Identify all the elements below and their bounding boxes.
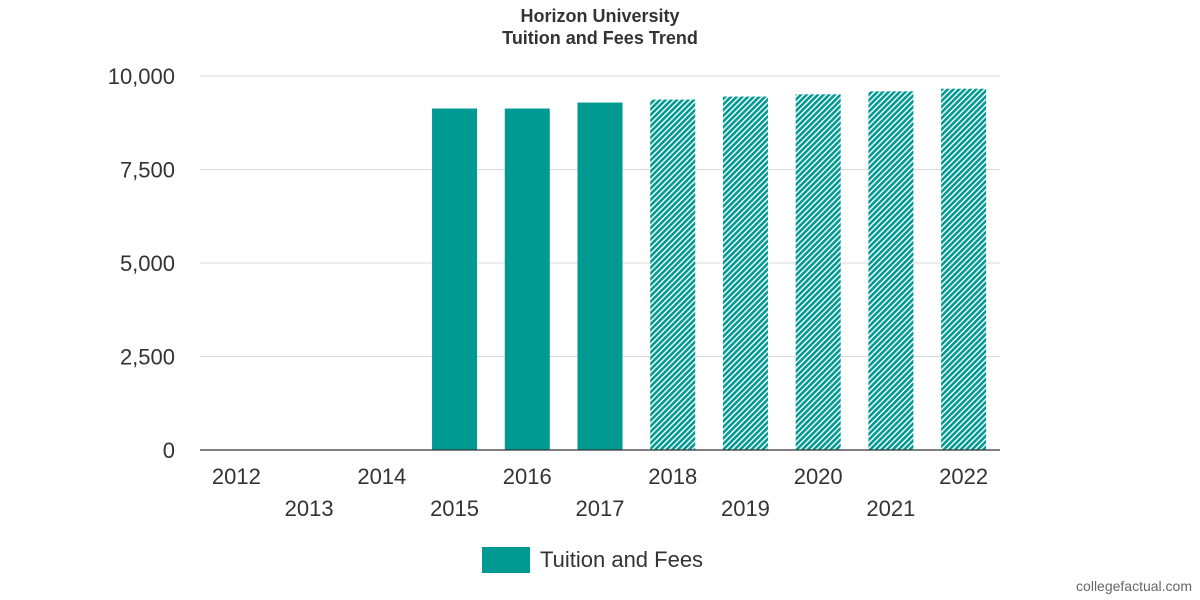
- bar-2015: [432, 108, 478, 451]
- x-tick-label: 2014: [357, 464, 406, 489]
- legend-label: Tuition and Fees: [540, 547, 704, 572]
- bar-2017: [577, 102, 623, 450]
- bar-2022: [941, 88, 987, 450]
- x-tick-label: 2017: [576, 496, 625, 521]
- chart-title-line1: Horizon University: [520, 6, 680, 26]
- x-tick-label: 2022: [939, 464, 988, 489]
- x-tick-label: 2021: [866, 496, 915, 521]
- bar-2020: [795, 94, 841, 451]
- y-tick-label: 5,000: [120, 251, 175, 276]
- y-tick-label: 7,500: [120, 158, 175, 183]
- chart-legend: Tuition and Fees: [482, 545, 703, 575]
- x-tick-label: 2015: [430, 496, 479, 521]
- bar-2016: [504, 108, 550, 451]
- chart-title: Horizon University Tuition and Fees Tren…: [0, 5, 1200, 49]
- bar-2019: [722, 96, 768, 450]
- x-tick-label: 2019: [721, 496, 770, 521]
- bar-2021: [868, 91, 914, 451]
- bar-2018: [650, 99, 696, 450]
- x-tick-label: 2012: [212, 464, 261, 489]
- chart-title-line2: Tuition and Fees Trend: [502, 28, 698, 48]
- legend-swatch: [482, 547, 530, 573]
- x-tick-label: 2020: [794, 464, 843, 489]
- x-tick-label: 2018: [648, 464, 697, 489]
- x-tick-label: 2013: [285, 496, 334, 521]
- x-tick-label: 2016: [503, 464, 552, 489]
- y-tick-label: 2,500: [120, 345, 175, 370]
- y-tick-label: 0: [163, 438, 175, 463]
- watermark: collegefactual.com: [1076, 578, 1192, 594]
- y-tick-label: 10,000: [108, 64, 175, 89]
